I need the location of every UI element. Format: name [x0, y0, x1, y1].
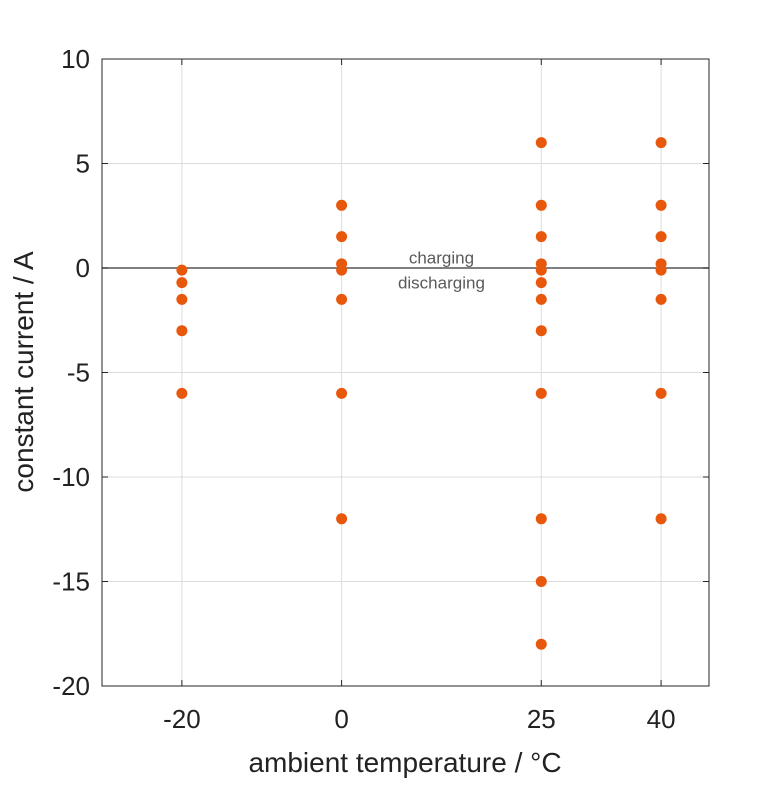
data-point [336, 293, 348, 305]
data-point [655, 137, 667, 149]
annotation-discharging: discharging [398, 274, 485, 293]
data-point [535, 137, 547, 149]
data-point [176, 325, 188, 337]
x-tick-label: -20 [163, 704, 201, 734]
data-point [535, 576, 547, 587]
data-point [655, 264, 667, 276]
data-point [535, 293, 547, 305]
data-point [655, 199, 667, 211]
data-point [655, 513, 667, 525]
y-tick-label: 5 [76, 149, 90, 179]
x-axis-title: ambient temperature / °C [248, 747, 561, 778]
y-tick-label: -15 [52, 567, 90, 597]
data-point [655, 293, 667, 305]
data-point [176, 293, 188, 305]
annotation-charging: charging [409, 249, 474, 268]
data-point [336, 513, 348, 525]
x-tick-label: 40 [647, 704, 676, 734]
data-point [535, 199, 547, 211]
y-tick-label: -20 [52, 671, 90, 701]
x-tick-label: 25 [527, 704, 556, 734]
data-point [535, 231, 547, 243]
y-tick-label: 0 [76, 253, 90, 283]
annotation-layer: charging discharging [398, 249, 485, 293]
y-axis-title: constant current / A [8, 251, 39, 493]
data-point [535, 513, 547, 525]
data-point [535, 325, 547, 337]
data-point [336, 231, 348, 243]
y-tick-label: 10 [61, 44, 90, 74]
tick-layer: -20 0 25 40 10 5 0 -5 -10 -15 -20 [52, 44, 709, 734]
data-point [535, 277, 547, 289]
y-tick-label: -5 [67, 358, 90, 388]
data-point [655, 231, 667, 243]
data-point [336, 387, 348, 399]
data-point [535, 638, 547, 650]
data-point [176, 264, 188, 276]
data-point [336, 264, 348, 276]
data-point [336, 199, 348, 211]
data-point [535, 264, 547, 276]
data-point-layer [176, 137, 667, 650]
x-tick-label: 0 [334, 704, 348, 734]
y-tick-label: -10 [52, 462, 90, 492]
data-point [535, 387, 547, 399]
data-point [655, 387, 667, 399]
data-point [176, 387, 188, 399]
data-point [176, 277, 188, 289]
